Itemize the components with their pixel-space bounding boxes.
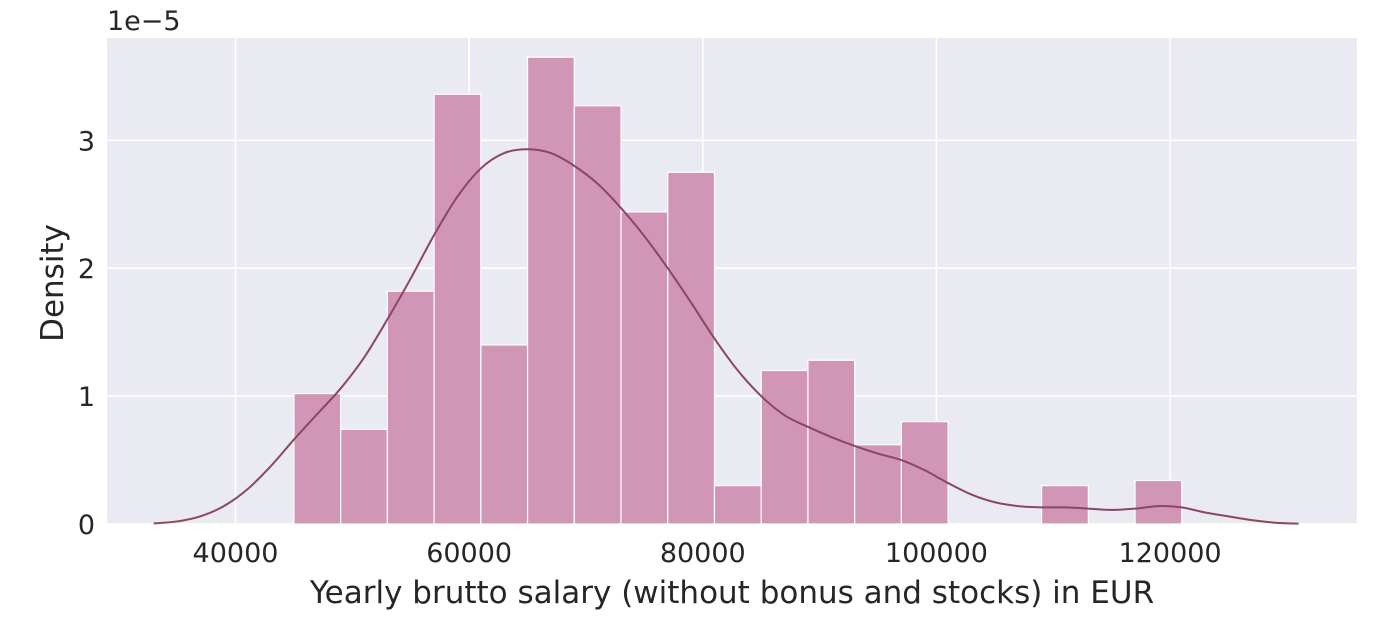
x-tick-label: 80000 bbox=[660, 538, 746, 569]
histogram-bar bbox=[526, 56, 575, 525]
y-tick-label: 0 bbox=[78, 510, 95, 541]
histogram-bar bbox=[900, 421, 949, 525]
y-tick-label: 1 bbox=[78, 382, 95, 413]
y-tick-label: 3 bbox=[78, 126, 95, 157]
histogram-bar bbox=[854, 444, 902, 525]
x-axis-title: Yearly brutto salary (without bonus and … bbox=[309, 575, 1154, 611]
y-axis-title: Density bbox=[35, 224, 71, 342]
histogram-bar bbox=[480, 344, 529, 525]
histogram-bar bbox=[713, 485, 762, 525]
histogram-bar bbox=[433, 93, 482, 525]
histogram-bars bbox=[293, 56, 1183, 525]
histogram-bar bbox=[667, 171, 716, 525]
x-tick-label: 120000 bbox=[1119, 538, 1222, 569]
x-tick-label: 60000 bbox=[426, 538, 512, 569]
histogram-bar bbox=[386, 290, 435, 525]
kde-curve bbox=[153, 148, 1299, 525]
x-axis-ticks: 40000 60000 80000 100000 120000 bbox=[193, 538, 1222, 569]
histogram-bar bbox=[807, 359, 856, 525]
x-tick-label: 100000 bbox=[885, 538, 988, 569]
x-tick-label: 40000 bbox=[193, 538, 279, 569]
y-axis-ticks: 0 1 2 3 bbox=[78, 126, 95, 541]
y-axis-offset-label: 1e−5 bbox=[107, 6, 181, 37]
histogram-bar bbox=[340, 428, 388, 525]
histogram-bar bbox=[1040, 485, 1089, 525]
histogram-bar bbox=[573, 105, 622, 525]
kde-line bbox=[153, 148, 1299, 525]
histogram-bar bbox=[760, 369, 809, 525]
histogram-bar bbox=[1134, 479, 1183, 525]
y-tick-label: 2 bbox=[78, 254, 95, 285]
